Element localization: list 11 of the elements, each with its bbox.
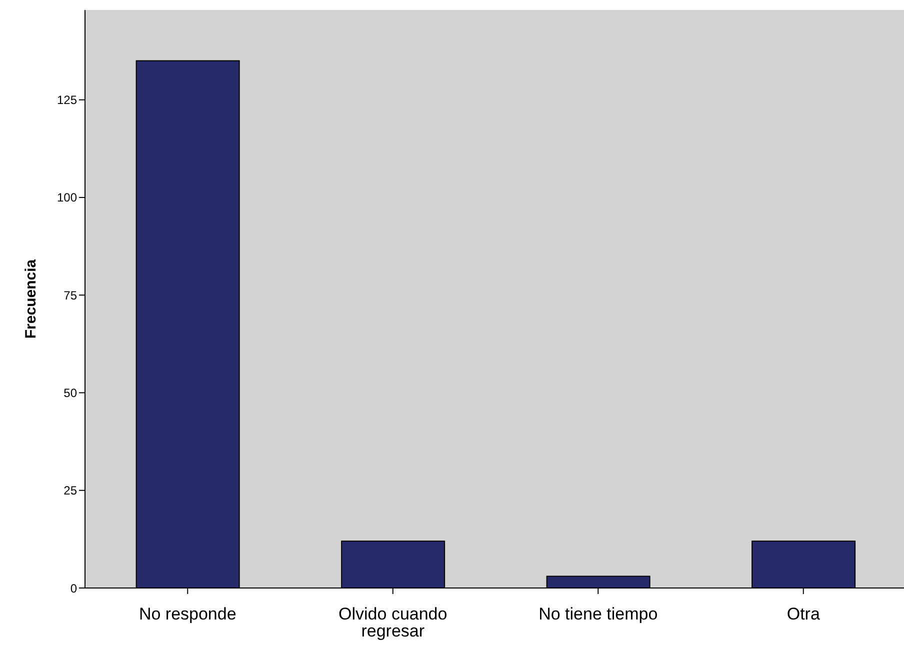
y-tick-label: 0 — [70, 581, 78, 596]
x-tick-label: Otra — [786, 604, 820, 624]
x-tick-label: No tiene tiempo — [538, 604, 658, 624]
y-tick-label: 125 — [56, 93, 78, 108]
y-tick-label: 25 — [64, 484, 78, 498]
x-tick-label: No responde — [138, 604, 236, 624]
y-tick-label: 100 — [56, 190, 78, 205]
y-tick-label: 50 — [64, 386, 78, 400]
x-tick-label: Olvido cuando regresar — [338, 604, 448, 640]
y-axis-title: Frecuencia — [22, 258, 40, 339]
y-tick-label: 75 — [64, 288, 78, 302]
